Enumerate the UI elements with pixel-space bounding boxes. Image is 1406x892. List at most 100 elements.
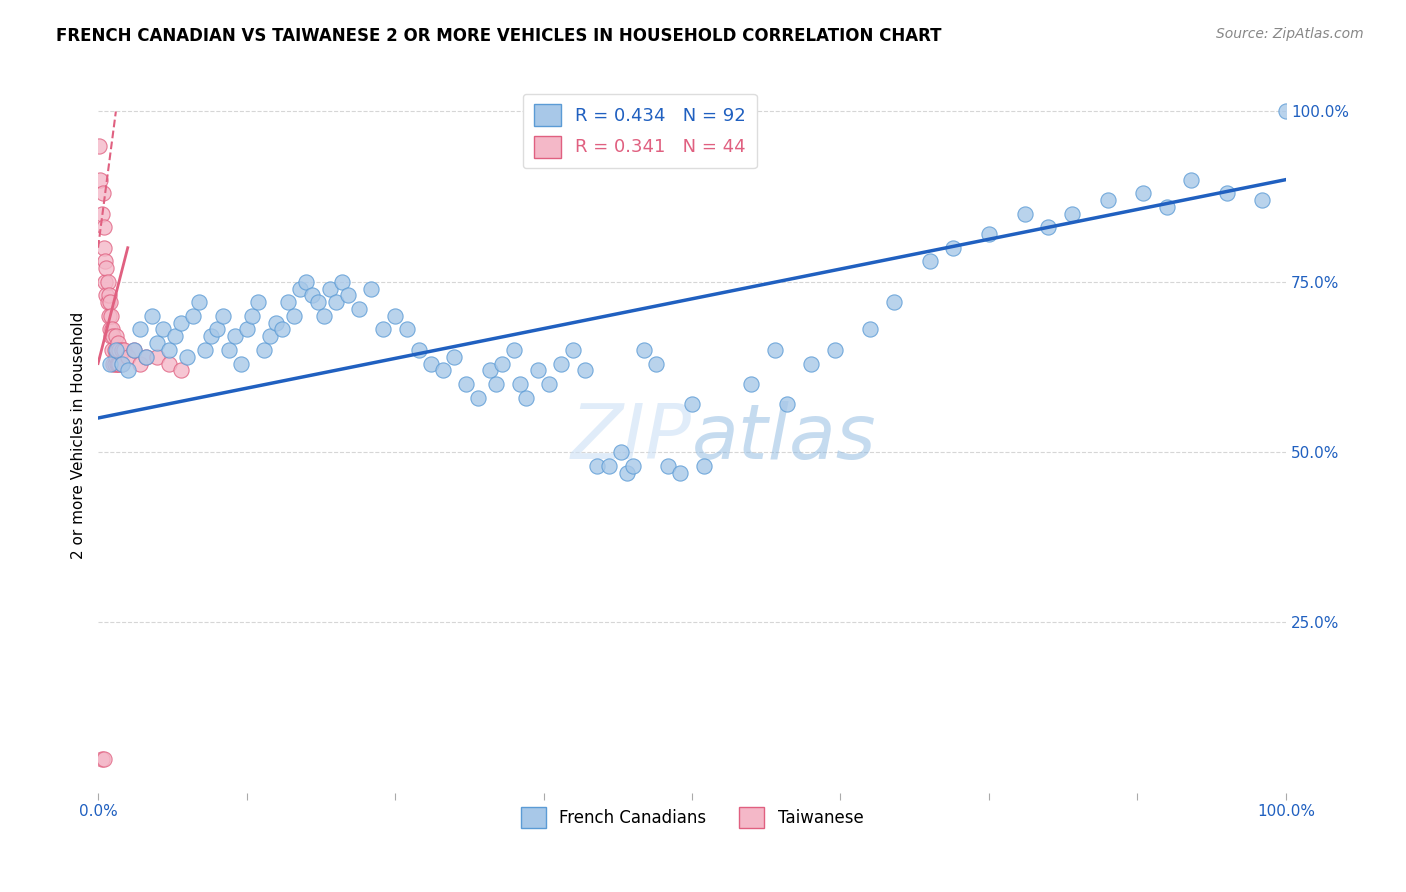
Point (883, 295, 905, 310)
Point (111, 357, 134, 371)
Point (100, 329, 122, 343)
Point (1156, 200, 1178, 214)
Point (170, 363, 193, 377)
Point (681, 397, 703, 411)
Point (509, 376, 531, 391)
Point (98, 295, 121, 310)
Point (170, 316, 193, 330)
Point (776, 397, 799, 411)
Point (467, 391, 489, 405)
Point (103, 329, 125, 343)
Point (103, 357, 125, 371)
Point (135, 350, 157, 364)
Point (100, 309, 122, 323)
Point (1014, 207, 1036, 221)
Point (1275, 104, 1298, 119)
Point (432, 363, 454, 377)
Point (94, 275, 117, 289)
Point (336, 288, 359, 302)
Point (419, 357, 441, 371)
Point (645, 357, 668, 371)
Point (211, 309, 233, 323)
Point (105, 343, 128, 357)
Point (247, 295, 270, 310)
Point (373, 322, 395, 336)
Point (101, 343, 124, 357)
Point (98, 357, 121, 371)
Point (98, 322, 121, 336)
Point (456, 376, 478, 391)
Point (101, 322, 124, 336)
Point (96, 261, 118, 276)
Point (693, 458, 716, 473)
Point (107, 336, 129, 351)
Point (918, 254, 941, 268)
Point (408, 343, 430, 357)
Point (229, 357, 252, 371)
Point (325, 295, 347, 310)
Point (104, 350, 127, 364)
Point (491, 357, 513, 371)
Point (104, 343, 127, 357)
Point (224, 329, 246, 343)
Point (194, 343, 217, 357)
Point (89, 138, 111, 153)
Point (218, 343, 240, 357)
Point (633, 343, 655, 357)
Point (515, 391, 537, 405)
Point (205, 322, 228, 336)
Point (242, 309, 264, 323)
Legend: French Canadians, Taiwanese: French Canadians, Taiwanese (515, 801, 870, 834)
Point (108, 357, 131, 371)
Point (586, 458, 609, 473)
Point (942, 241, 965, 255)
Point (117, 350, 139, 364)
Point (669, 466, 692, 480)
Y-axis label: 2 or more Vehicles in Household: 2 or more Vehicles in Household (72, 311, 86, 558)
Point (112, 343, 135, 357)
Point (264, 316, 287, 330)
Point (157, 343, 180, 357)
Point (384, 309, 406, 323)
Point (141, 309, 163, 323)
Point (657, 458, 679, 473)
Point (277, 295, 299, 310)
Point (97, 288, 120, 302)
Point (609, 445, 631, 459)
Point (176, 350, 198, 364)
Point (117, 363, 139, 377)
Point (104, 343, 127, 357)
Point (111, 357, 134, 371)
Point (90, 751, 112, 765)
Point (502, 343, 524, 357)
Point (1180, 172, 1202, 186)
Point (97, 309, 120, 323)
Point (188, 295, 211, 310)
Point (165, 329, 187, 343)
Point (443, 350, 465, 364)
Point (859, 322, 882, 336)
Point (94, 254, 117, 268)
Point (122, 343, 145, 357)
Point (295, 275, 318, 289)
Point (598, 458, 620, 473)
Point (122, 343, 145, 357)
Point (104, 357, 127, 371)
Point (312, 309, 335, 323)
Point (330, 275, 353, 289)
Point (91, 186, 114, 201)
Point (111, 343, 134, 357)
Point (740, 376, 762, 391)
Point (763, 343, 786, 357)
Point (526, 363, 548, 377)
Point (1132, 186, 1154, 201)
Point (93, 751, 115, 765)
Point (108, 343, 131, 357)
Point (485, 376, 508, 391)
Point (562, 343, 585, 357)
Point (360, 282, 382, 296)
Point (479, 363, 502, 377)
Point (90, 207, 112, 221)
Point (200, 329, 222, 343)
Point (318, 282, 340, 296)
